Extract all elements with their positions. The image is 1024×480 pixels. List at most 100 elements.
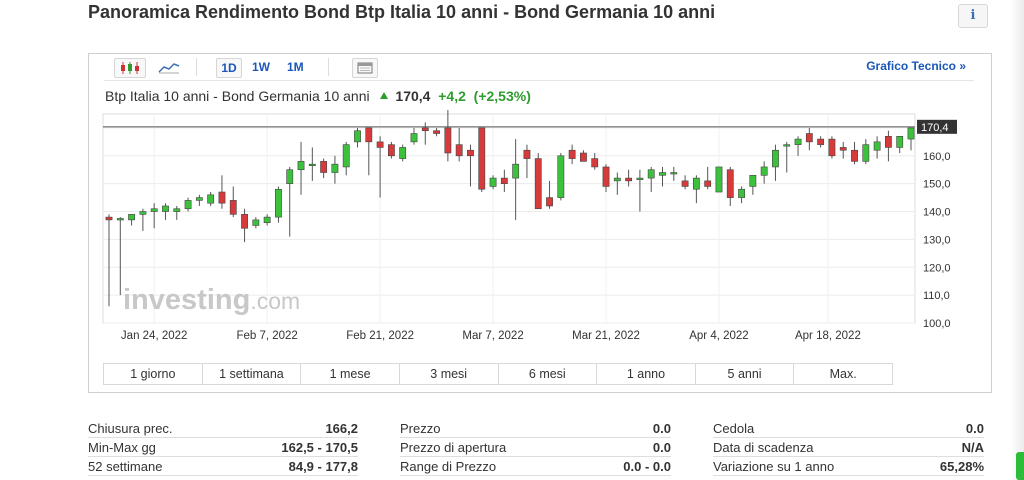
range-button-6-mesi[interactable]: 6 mesi — [499, 364, 598, 384]
candle[interactable] — [331, 155, 339, 184]
candle[interactable] — [195, 194, 203, 206]
calendar-icon[interactable] — [352, 58, 378, 78]
candle[interactable] — [862, 139, 870, 165]
candle[interactable] — [342, 141, 350, 176]
feedback-tab[interactable] — [1016, 452, 1024, 480]
range-button-1-settimana[interactable]: 1 settimana — [203, 364, 302, 384]
candle[interactable] — [455, 127, 463, 162]
candle[interactable] — [263, 214, 271, 226]
candle[interactable] — [749, 175, 757, 195]
candle[interactable] — [659, 166, 666, 187]
candle[interactable] — [218, 175, 226, 209]
stat-value: 0.0 - 0.0 — [623, 459, 671, 474]
candle[interactable] — [308, 147, 316, 181]
candle[interactable] — [105, 214, 113, 307]
candle[interactable] — [229, 186, 237, 218]
interval-1w-button[interactable]: 1W — [252, 60, 270, 74]
candle[interactable] — [320, 158, 328, 179]
candle[interactable] — [365, 127, 373, 176]
candle[interactable] — [252, 217, 260, 229]
candle[interactable] — [580, 150, 587, 162]
candle[interactable] — [546, 180, 553, 209]
candle[interactable] — [534, 153, 542, 210]
candle[interactable] — [354, 127, 361, 148]
candle[interactable] — [794, 136, 802, 156]
candle[interactable] — [681, 175, 689, 190]
candle[interactable] — [873, 136, 881, 159]
candle[interactable] — [896, 135, 904, 154]
candle[interactable] — [647, 166, 655, 193]
candle[interactable] — [557, 153, 565, 201]
y-tick-label: 140,0 — [923, 207, 951, 219]
stat-value: 162,5 - 170,5 — [281, 440, 358, 455]
candle[interactable] — [241, 208, 248, 243]
line-chart-icon[interactable] — [158, 58, 182, 79]
candle[interactable] — [421, 122, 429, 145]
candle[interactable] — [613, 172, 621, 195]
candle[interactable] — [568, 144, 576, 165]
candle[interactable] — [636, 169, 644, 212]
candle[interactable] — [805, 127, 813, 151]
candle[interactable] — [467, 144, 474, 187]
candle[interactable] — [851, 141, 858, 165]
candle[interactable] — [817, 136, 825, 148]
interval-1m-button[interactable]: 1M — [287, 60, 304, 74]
candle[interactable] — [500, 169, 508, 193]
range-button-1-anno[interactable]: 1 anno — [597, 364, 696, 384]
candle[interactable] — [885, 130, 892, 162]
candlestick-chart-icon[interactable] — [114, 58, 146, 78]
candle[interactable] — [184, 197, 192, 212]
candle[interactable] — [523, 144, 531, 179]
range-button-1-giorno[interactable]: 1 giorno — [104, 364, 203, 384]
candle[interactable] — [760, 161, 768, 184]
candle[interactable] — [433, 127, 440, 137]
candle[interactable] — [489, 175, 497, 190]
technical-chart-link[interactable]: Grafico Tecnico » — [866, 59, 966, 73]
candle[interactable] — [907, 127, 915, 151]
candle[interactable] — [207, 192, 215, 206]
candle[interactable] — [286, 166, 294, 237]
candle[interactable] — [670, 166, 678, 181]
candle[interactable] — [704, 166, 712, 190]
candle[interactable] — [139, 208, 147, 232]
candle[interactable] — [839, 141, 847, 159]
info-icon[interactable]: i — [958, 4, 988, 28]
candle[interactable] — [399, 144, 407, 162]
candle[interactable] — [726, 166, 734, 206]
candle[interactable] — [828, 136, 836, 159]
candle[interactable] — [173, 205, 181, 220]
range-button-1-mese[interactable]: 1 mese — [301, 364, 400, 384]
range-button-3-mesi[interactable]: 3 mesi — [400, 364, 499, 384]
candle[interactable] — [387, 141, 395, 159]
candle[interactable] — [162, 203, 169, 220]
x-tick-label: Feb 21, 2022 — [346, 330, 414, 342]
interval-1d-button[interactable]: 1D — [216, 58, 242, 78]
range-button-max[interactable]: Max. — [829, 367, 857, 381]
candle[interactable] — [692, 175, 700, 204]
candlestick-chart[interactable]: investing.com 100,0 110,0 120,0 130,0 140,0 1… — [89, 110, 991, 358]
candle[interactable] — [376, 136, 384, 198]
stat-label: Prezzo — [400, 421, 441, 436]
candle[interactable] — [783, 141, 791, 173]
candle-body — [580, 152, 587, 162]
candle[interactable] — [297, 141, 305, 195]
candle[interactable] — [410, 127, 418, 145]
candle[interactable] — [116, 217, 124, 296]
candle[interactable] — [478, 127, 486, 193]
candle[interactable] — [150, 203, 158, 229]
candle[interactable] — [591, 153, 599, 170]
candle[interactable] — [512, 139, 520, 220]
candle[interactable] — [275, 186, 282, 223]
candle[interactable] — [602, 164, 610, 193]
candle[interactable] — [128, 214, 135, 226]
candle[interactable] — [738, 186, 745, 204]
range-button-5-anni[interactable]: 5 anni — [696, 364, 795, 384]
candle[interactable] — [715, 166, 723, 193]
candle[interactable] — [625, 169, 633, 187]
candle-body — [376, 141, 384, 148]
candle-body — [275, 188, 282, 218]
chart-header: Btp Italia 10 anni - Bond Germania 10 an… — [105, 88, 531, 104]
candle[interactable] — [772, 144, 779, 181]
candle[interactable] — [444, 110, 452, 162]
candle-body — [783, 144, 791, 147]
